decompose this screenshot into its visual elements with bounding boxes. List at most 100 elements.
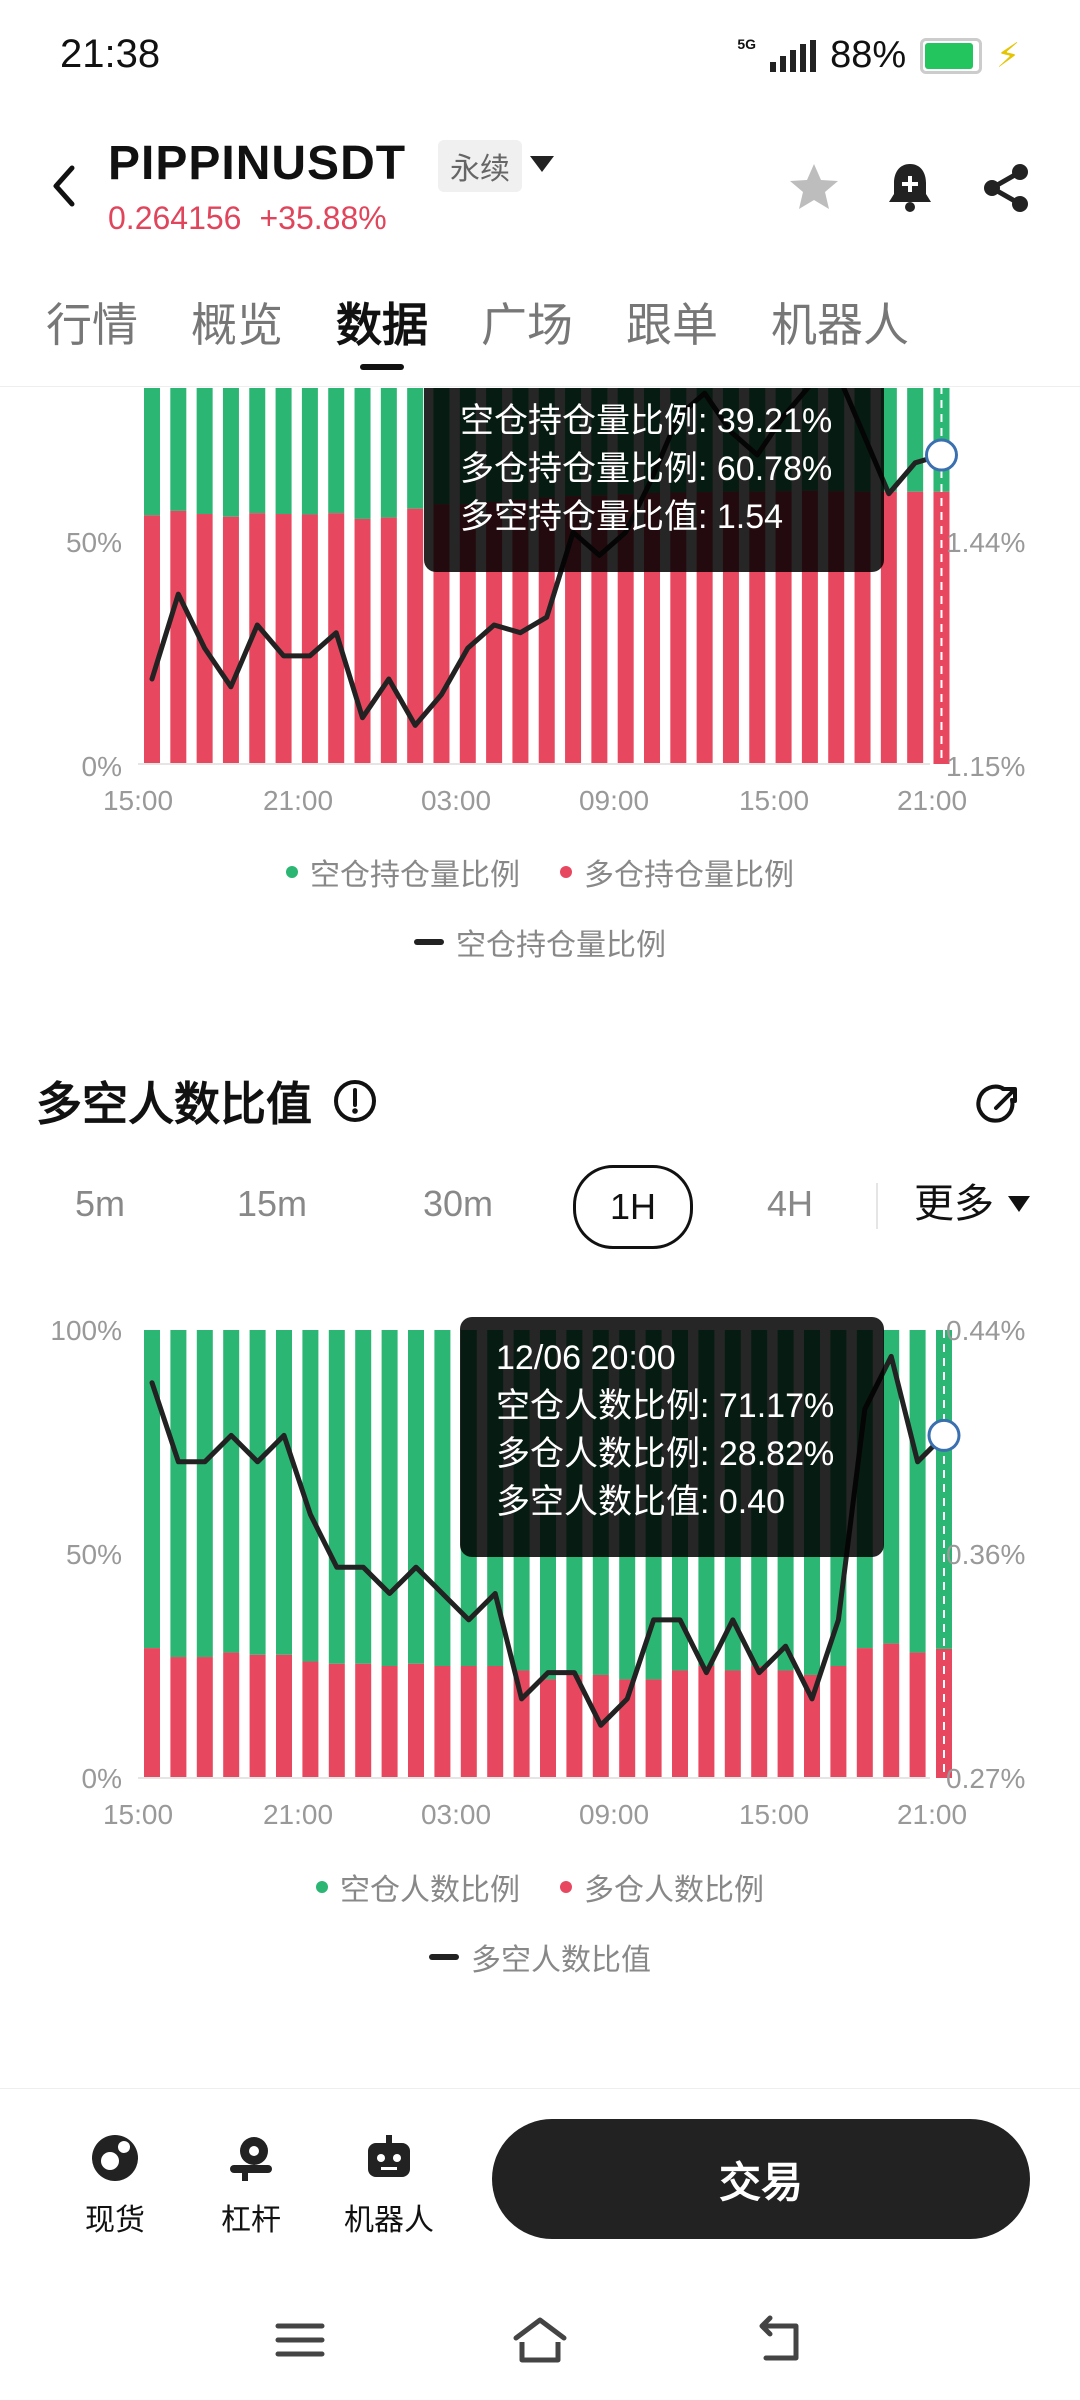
margin-label: 杠杆 [221,2204,281,2237]
legend-item[interactable]: 空仓人数比例 [316,1865,520,1909]
interval-5m[interactable]: 5m [74,1183,125,1224]
ratio-line [149,1353,947,1728]
bar-long [328,1663,345,1778]
price-change: +35.88% [259,200,387,236]
legend-item[interactable]: 多仓人数比例 [560,1865,764,1909]
legend-label: 多仓持仓量比例 [584,859,794,892]
expand-icon[interactable] [974,1080,1024,1130]
legend-item[interactable]: 空仓持仓量比例 [414,920,666,964]
tooltip-short-ratio: 空仓持仓量比例: 39.21% [460,402,832,440]
tab-square[interactable]: 广场 [481,299,573,351]
interval-30m[interactable]: 30m [422,1183,494,1224]
legend-label: 空仓持仓量比例 [310,859,520,892]
bar-long [144,1648,160,1778]
bar-long [804,1674,820,1778]
bar-short [434,1330,451,1666]
bar-long [170,1657,187,1778]
section-title-text: 多空人数比值 [36,1078,312,1130]
x-tick-label: 09:00 [579,785,649,816]
bar-short [380,388,397,518]
menu-icon[interactable] [270,2310,330,2370]
y-left-tick-label: 0% [82,1763,122,1794]
bar-long [196,1657,213,1778]
bar-short [883,1330,900,1644]
bar-short [328,388,345,514]
tooltip-box [460,1317,884,1557]
bar-short [275,388,292,515]
status-right: 5G 88% ⚡ [737,34,1020,77]
contract-type-badge[interactable]: 永续 [438,140,522,192]
y-right-tick-label: 1.44% [946,527,1025,558]
bar-short [249,388,266,514]
tab-copy-trading[interactable]: 跟单 [626,299,718,351]
legend-swatch [429,1954,459,1960]
margin-icon [230,2137,272,2181]
bar-long [540,1679,556,1778]
trade-button[interactable]: 交易 [492,2119,1030,2239]
bar-short [223,1330,240,1653]
share-icon[interactable] [974,156,1038,220]
x-tick-label: 21:00 [897,1799,967,1830]
interval-15m[interactable]: 15m [236,1183,308,1224]
legend-label: 空仓持仓量比例 [456,929,666,962]
tab-data[interactable]: 数据 [336,290,428,380]
chart2-legend-line: 多空人数比值 [0,1935,1080,1979]
y-left-tick-label: 100% [50,1315,122,1346]
bar-long [880,491,897,764]
pair-symbol[interactable]: PIPPINUSDT [108,137,407,190]
tooltip-short-ratio: 空仓人数比例: 71.17% [496,1387,834,1425]
pair-header: PIPPINUSDT 永续 0.264156 +35.88% [0,120,1080,260]
section-title: 多空人数比值 [36,1068,378,1134]
bar-long [249,513,266,764]
battery-percent: 88% [830,34,907,76]
caret-down-icon[interactable] [530,156,554,172]
back-icon[interactable] [44,156,84,216]
margin-button[interactable]: 杠杆 [196,2131,306,2239]
legend-item[interactable]: 多空人数比值 [429,1935,651,1979]
bot-button[interactable]: 机器人 [334,2131,444,2239]
x-tick-label: 15:00 [103,1799,173,1830]
home-icon[interactable] [510,2310,570,2370]
bar-short [144,1330,160,1649]
more-intervals[interactable]: 更多 [914,1165,1030,1243]
bar-short [408,1330,424,1664]
tooltip-ls-ratio: 多空持仓量比值: 1.54 [460,498,783,536]
tooltip-time: 12/06 20:00 [460,388,640,392]
x-tick-label: 15:00 [739,1799,809,1830]
bar-long [170,510,187,764]
bar-long [302,1661,319,1778]
bar-long [909,1652,926,1778]
x-tick-label: 21:00 [263,1799,333,1830]
tab-market[interactable]: 行情 [46,299,138,351]
interval-4h[interactable]: 4H [766,1183,814,1224]
tooltip-long-ratio: 多仓持仓量比例: 60.78% [460,450,832,488]
bar-long [276,1654,292,1778]
bar-long [672,1670,688,1778]
bell-add-icon[interactable] [878,156,942,220]
star-icon[interactable] [782,156,846,220]
legend-item[interactable]: 空仓持仓量比例 [286,850,520,894]
bar-short [249,1330,266,1655]
more-label: 更多 [914,1182,994,1226]
long-short-account-ratio-chart[interactable]: 100% 50% 0% 0.44% 0.36% 0.27% 15:00 21:00 03:00 0… [0,1300,1080,1840]
info-icon[interactable] [332,1078,378,1124]
x-tick-label: 15:00 [103,785,173,816]
long-short-position-ratio-chart[interactable]: 50% 0% 1.44% 1.15% 15:00 21:00 03:00 09:00 15:00… [0,388,1080,828]
tab-overview[interactable]: 概览 [191,299,283,351]
bar-long [355,1663,372,1778]
bar-long [830,1666,847,1778]
x-tick-label: 03:00 [421,1799,491,1830]
spot-button[interactable]: 现货 [60,2131,170,2239]
tab-bot[interactable]: 机器人 [771,299,909,351]
interval-1h[interactable]: 1H [573,1165,693,1249]
bar-long [460,1666,477,1778]
bar-short [222,388,239,517]
y-right-tick-label: 0.44% [946,1315,1025,1346]
bar-long [907,491,924,764]
back-nav-icon[interactable] [750,2310,810,2370]
bar-short [355,1330,372,1664]
bar-long [724,1670,741,1778]
legend-item[interactable]: 多仓持仓量比例 [560,850,794,894]
price-row: 0.264156 +35.88% [108,200,387,237]
battery-icon [920,37,983,74]
